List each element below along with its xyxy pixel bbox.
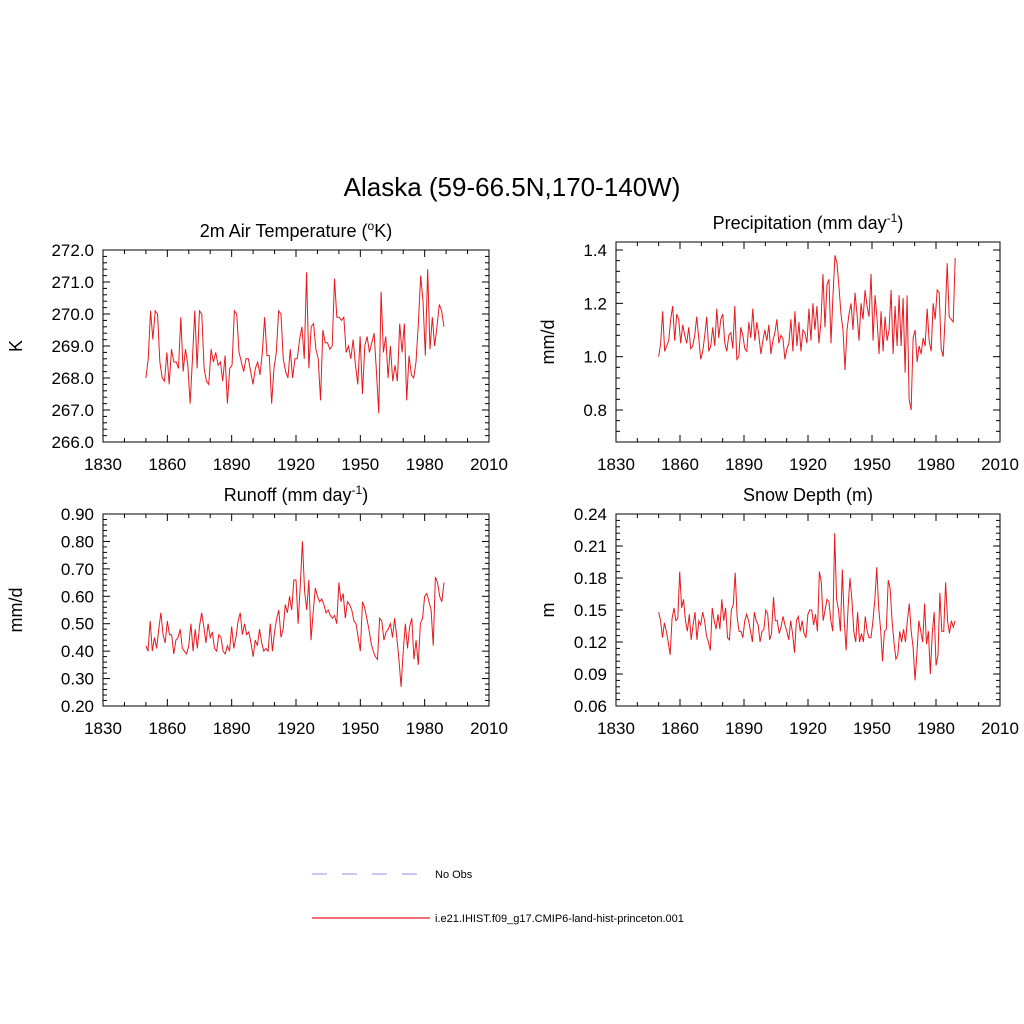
x-tick-label: 1830 bbox=[597, 455, 635, 474]
y-tick-label: 1.0 bbox=[583, 348, 607, 367]
x-tick-label: 2010 bbox=[981, 719, 1019, 738]
y-tick-label: 0.80 bbox=[61, 532, 94, 551]
x-tick-label: 1920 bbox=[789, 455, 827, 474]
chart-panel-4: 1830 1860 1890 1920 1950 1980 2010 0.06 0.09 0.12… bbox=[538, 485, 1019, 738]
y-tick-label: 0.90 bbox=[61, 505, 94, 524]
series-line-model bbox=[145, 269, 445, 414]
x-tick-label: 1920 bbox=[277, 455, 315, 474]
x-tick-label: 1920 bbox=[277, 719, 315, 738]
y-tick-label: 0.70 bbox=[61, 560, 94, 579]
y-tick-label: 269.0 bbox=[51, 337, 94, 356]
x-tick-label: 2010 bbox=[470, 455, 508, 474]
x-tick-label: 2010 bbox=[470, 719, 508, 738]
y-tick-label: 0.40 bbox=[61, 642, 94, 661]
y-tick-label: 0.20 bbox=[61, 697, 94, 716]
panel-title-tail: ) bbox=[897, 213, 903, 233]
x-tick-label: 1860 bbox=[148, 455, 186, 474]
y-tick-label: 0.18 bbox=[574, 569, 607, 588]
y-tick-label: 0.30 bbox=[61, 670, 94, 689]
y-tick-label: 1.2 bbox=[583, 294, 607, 313]
y-tick-label: 0.21 bbox=[574, 537, 607, 556]
plot-frame bbox=[615, 241, 1001, 443]
y-axis-label: mm/d bbox=[6, 588, 26, 633]
y-tick-label: 0.06 bbox=[574, 697, 607, 716]
y-tick-label: 271.0 bbox=[51, 273, 94, 292]
x-tick-label: 1980 bbox=[917, 455, 955, 474]
legend: No Obs i.e21.IHIST.f09_g17.CMIP6-land-his… bbox=[312, 869, 684, 925]
x-tick-label: 1860 bbox=[661, 719, 699, 738]
y-tick-label: 0.8 bbox=[583, 401, 607, 420]
y-tick-label: 0.15 bbox=[574, 601, 607, 620]
chart-panel-3: 1830 1860 1890 1920 1950 1980 2010 0.20 0.30 0.40… bbox=[6, 483, 508, 738]
x-tick-label: 1860 bbox=[661, 455, 699, 474]
panel-title: Runoff (mm day-1) bbox=[224, 483, 368, 505]
panel-title-main: 2m Air Temperature ( bbox=[200, 221, 368, 241]
panel-title-superscript: -1 bbox=[887, 211, 898, 225]
y-tick-label: 270.0 bbox=[51, 305, 94, 324]
series-line-model bbox=[658, 255, 956, 411]
legend-label-obs: No Obs bbox=[435, 869, 473, 881]
x-tick-label: 1890 bbox=[725, 455, 763, 474]
x-tick-label: 2010 bbox=[981, 455, 1019, 474]
y-tick-label: 266.0 bbox=[51, 433, 94, 452]
figure-title: Alaska (59-66.5N,170-140W) bbox=[344, 172, 681, 202]
panel-title: Precipitation (mm day-1) bbox=[713, 211, 904, 233]
panel-title-superscript: o bbox=[368, 219, 375, 233]
chart-panels: 1830 1860 1890 1920 1950 1980 2010 266.0 267.0 26… bbox=[6, 211, 1019, 738]
x-tick-label: 1980 bbox=[406, 455, 444, 474]
x-tick-label: 1950 bbox=[853, 455, 891, 474]
y-tick-label: 0.50 bbox=[61, 615, 94, 634]
chart-panel-1: 1830 1860 1890 1920 1950 1980 2010 266.0 267.0 26… bbox=[6, 219, 508, 474]
y-axis-label: m bbox=[538, 603, 558, 618]
y-axis-label: K bbox=[6, 340, 26, 352]
panel-title: 2m Air Temperature (oK) bbox=[200, 219, 392, 241]
y-tick-label: 0.60 bbox=[61, 587, 94, 606]
y-tick-label: 272.0 bbox=[51, 241, 94, 260]
x-tick-label: 1860 bbox=[148, 719, 186, 738]
y-tick-label: 0.12 bbox=[574, 633, 607, 652]
panel-title-main: Runoff (mm day bbox=[224, 485, 352, 505]
x-tick-label: 1830 bbox=[84, 455, 122, 474]
y-tick-label: 0.24 bbox=[574, 505, 607, 524]
x-tick-label: 1950 bbox=[341, 719, 379, 738]
panel-title-main: Snow Depth (m) bbox=[743, 485, 873, 505]
x-tick-label: 1980 bbox=[406, 719, 444, 738]
x-tick-label: 1830 bbox=[597, 719, 635, 738]
y-axis-label: mm/d bbox=[538, 320, 558, 365]
x-tick-label: 1890 bbox=[213, 719, 251, 738]
x-tick-label: 1890 bbox=[725, 719, 763, 738]
x-tick-label: 1830 bbox=[84, 719, 122, 738]
legend-label-model: i.e21.IHIST.f09_g17.CMIP6-land-hist-prin… bbox=[435, 913, 684, 925]
y-tick-label: 1.4 bbox=[583, 241, 607, 260]
x-tick-label: 1950 bbox=[853, 719, 891, 738]
panel-title-tail: ) bbox=[362, 485, 368, 505]
panel-title-main: Precipitation (mm day bbox=[713, 213, 887, 233]
y-tick-label: 267.0 bbox=[51, 401, 94, 420]
plot-frame bbox=[102, 249, 490, 443]
y-tick-label: 0.09 bbox=[574, 665, 607, 684]
panel-title-superscript: -1 bbox=[352, 483, 363, 497]
chart-panel-2: 1830 1860 1890 1920 1950 1980 2010 0.8 1.0 1.2 1.4… bbox=[538, 211, 1019, 474]
x-tick-label: 1920 bbox=[789, 719, 827, 738]
x-tick-label: 1980 bbox=[917, 719, 955, 738]
x-tick-label: 1890 bbox=[213, 455, 251, 474]
panel-title: Snow Depth (m) bbox=[743, 485, 873, 505]
series-line-model bbox=[145, 541, 445, 687]
y-tick-label: 268.0 bbox=[51, 369, 94, 388]
series-line-model bbox=[658, 533, 956, 681]
panel-title-tail: K) bbox=[374, 221, 392, 241]
x-tick-label: 1950 bbox=[341, 455, 379, 474]
